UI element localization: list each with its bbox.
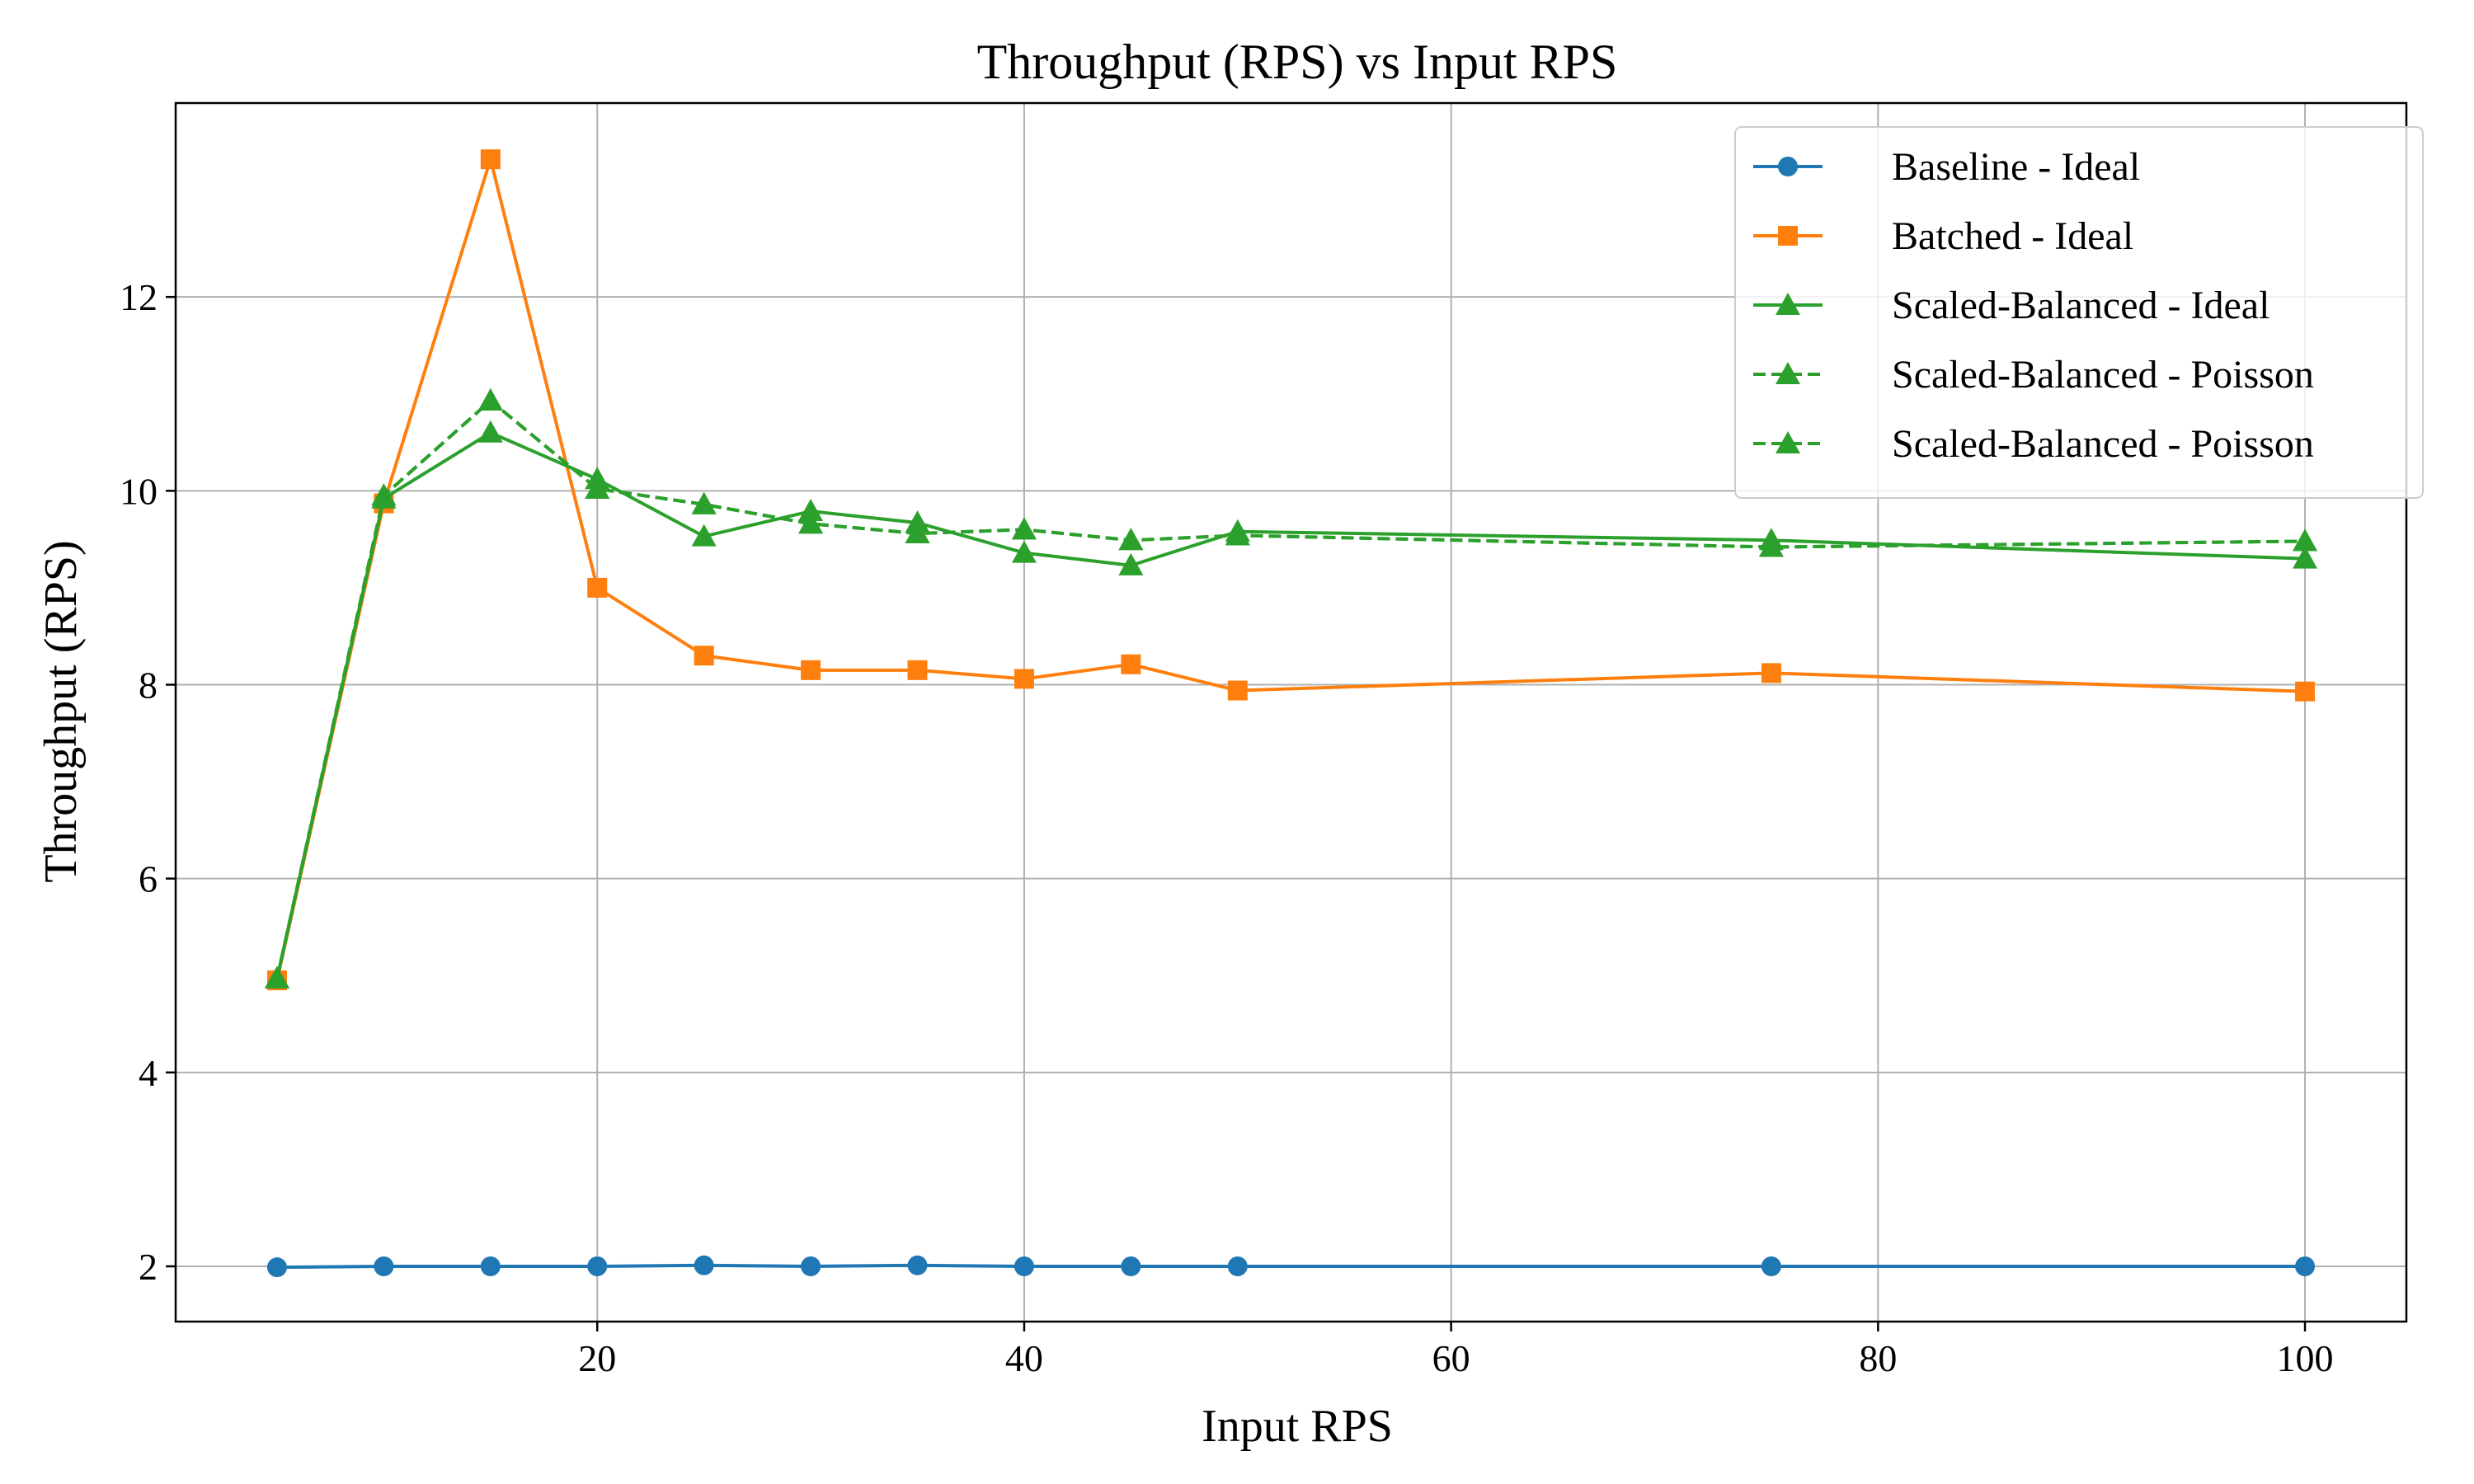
data-point-square: [907, 660, 928, 680]
data-point-circle: [266, 1257, 287, 1278]
x-tick-label: 80: [1859, 1337, 1897, 1379]
plot-series: [264, 149, 2318, 1278]
data-point-square: [801, 660, 821, 680]
data-point-square: [1121, 654, 1141, 674]
data-point-triangle: [691, 491, 717, 514]
data-point-square: [1761, 663, 1781, 683]
data-point-circle: [1121, 1256, 1141, 1276]
series-0: [266, 1255, 2316, 1278]
legend-entry: Scaled-Balanced - Poisson: [1753, 422, 2314, 466]
data-point-triangle: [2293, 546, 2318, 569]
y-tick-label: 2: [139, 1246, 158, 1288]
data-point-square: [2295, 681, 2316, 702]
x-tick-label: 60: [1432, 1337, 1470, 1379]
data-point-triangle: [905, 521, 930, 544]
series-4: [264, 387, 2318, 989]
data-point-triangle: [2293, 528, 2318, 552]
data-point-circle: [2295, 1256, 2316, 1276]
series-line: [275, 398, 2306, 979]
series-line: [276, 1263, 2306, 1270]
data-point-square: [1778, 226, 1798, 246]
data-point-square: [1014, 669, 1034, 689]
data-point-triangle: [1776, 293, 1800, 315]
data-point-triangle: [798, 511, 824, 534]
data-point-triangle: [477, 387, 503, 411]
data-point-circle: [801, 1256, 821, 1276]
data-point-triangle: [477, 420, 503, 443]
data-point-triangle: [264, 965, 289, 989]
chart-title: Throughput (RPS) vs Input RPS: [977, 35, 1618, 89]
axis-ticks: 20 40 60 80 100 2 4 6 8 10 12: [120, 276, 2334, 1379]
legend-label: Scaled-Balanced - Poisson: [1892, 422, 2314, 466]
series-line: [275, 430, 2306, 979]
data-point-square: [694, 646, 714, 666]
data-point-circle: [907, 1255, 928, 1275]
legend-entry: Scaled-Balanced - Ideal: [1753, 284, 2269, 327]
legend-label: Baseline - Ideal: [1892, 145, 2140, 189]
data-point-circle: [1761, 1256, 1781, 1276]
legend-label: Batched - Ideal: [1892, 214, 2133, 258]
series-line: [275, 157, 2306, 981]
legend: Baseline - Ideal Batched - Ideal Scaled-Ba…: [1734, 126, 2424, 499]
data-point-triangle: [798, 499, 824, 522]
data-point-triangle: [1776, 362, 1800, 384]
x-tick-label: 40: [1005, 1337, 1043, 1379]
plot-frame: [174, 101, 2408, 1323]
data-point-circle: [374, 1256, 394, 1276]
x-axis-label: Input RPS: [1202, 1401, 1393, 1452]
x-tick-label: 20: [578, 1337, 616, 1379]
data-point-square: [587, 577, 608, 598]
data-point-triangle: [1011, 517, 1037, 540]
y-axis-label: Throughput (RPS): [35, 540, 87, 882]
legend-label: Scaled-Balanced - Ideal: [1892, 284, 2269, 327]
data-point-circle: [1014, 1256, 1034, 1276]
legend-label: Scaled-Balanced - Poisson: [1892, 353, 2314, 397]
data-point-circle: [694, 1255, 714, 1275]
data-point-triangle: [1225, 523, 1250, 546]
y-tick-label: 12: [120, 276, 158, 318]
y-tick-label: 4: [139, 1052, 158, 1094]
data-point-triangle: [371, 483, 397, 506]
data-point-triangle: [1758, 534, 1784, 557]
data-point-circle: [587, 1256, 608, 1276]
y-tick-label: 8: [139, 664, 158, 706]
data-point-square: [480, 149, 501, 170]
data-point-square: [1227, 680, 1248, 701]
y-tick-label: 6: [139, 858, 158, 900]
legend-entry: Baseline - Ideal: [1753, 145, 2140, 189]
data-point-triangle: [1118, 528, 1144, 551]
data-point-circle: [1227, 1256, 1248, 1276]
data-point-triangle: [1011, 540, 1037, 563]
data-point-triangle: [1118, 552, 1144, 575]
data-point-circle: [480, 1256, 501, 1276]
data-point-triangle: [1776, 431, 1800, 453]
data-point-triangle: [585, 476, 610, 499]
legend-entry: Scaled-Balanced - Poisson: [1753, 353, 2314, 397]
y-tick-label: 10: [120, 470, 158, 512]
data-point-triangle: [691, 524, 717, 547]
x-tick-label: 100: [2277, 1337, 2334, 1379]
legend-box: [1734, 126, 2424, 499]
data-point-circle: [1778, 157, 1798, 176]
legend-entry: Batched - Ideal: [1753, 214, 2133, 258]
